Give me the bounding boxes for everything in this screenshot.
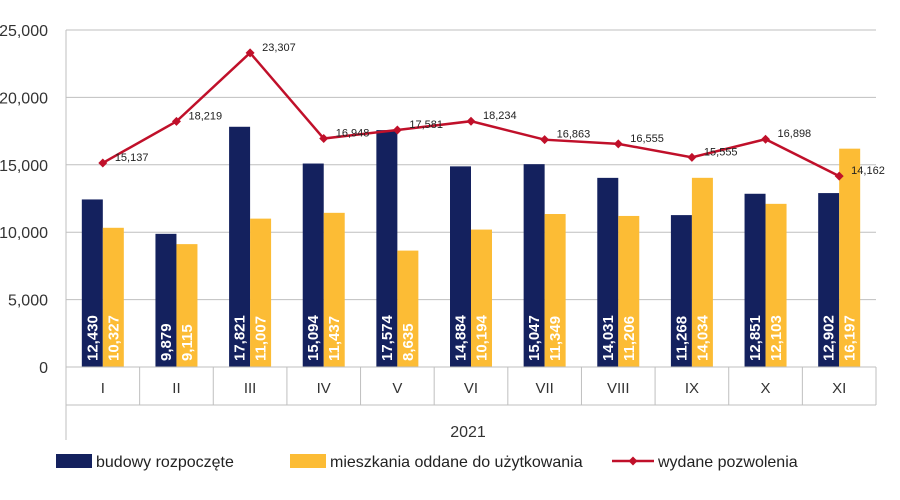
line-point [687,152,697,162]
bar [744,193,766,367]
bar [155,233,177,367]
bar-value-label: 15,094 [305,314,322,361]
bar [818,193,840,367]
line-value-label: 15,137 [115,152,149,164]
bar [839,148,861,367]
bar-value-label: 10,194 [474,314,491,361]
line-point [466,116,476,126]
legend-marker [628,456,638,466]
x-tick-label: I [101,380,105,397]
y-tick-label: 20,000 [0,90,48,107]
x-axis: I II III IV V VI VII VIII IX X XI [65,30,877,440]
legend-label: budowy rozpoczęte [96,454,234,471]
x-tick-label: V [392,380,402,397]
line-value-label: 17,581 [409,119,443,131]
legend-swatch [56,454,92,468]
line-value-label: 14,162 [851,165,885,177]
bar-value-label: 11,007 [253,316,270,361]
legend-label: mieszkania oddane do użytkowania [330,454,583,471]
x-tick-label: X [761,380,771,397]
bar [376,130,398,367]
permits-line: 15,137 18,219 23,307 16,948 17,581 18,234 16,8… [98,42,885,181]
bar-value-label: 11,268 [673,316,690,361]
x-tick-label: XI [832,380,846,397]
bar-value-label: 10,327 [105,315,122,361]
line-point [540,135,550,145]
line-value-label: 23,307 [262,42,296,54]
line-point [761,134,771,144]
bar-value-label: 11,349 [547,316,564,361]
line-point [319,134,329,144]
x-tick-label: VIII [607,380,630,397]
line-value-label: 16,555 [630,133,664,145]
bar-value-label: 9,115 [179,324,196,361]
bar-value-label: 11,206 [621,316,638,361]
line-value-label: 15,555 [704,146,738,158]
bar-value-label: 15,047 [526,315,543,361]
bar [81,199,103,367]
legend-swatch [290,454,326,468]
bar-value-label: 12,103 [768,315,785,361]
bar-value-label: 17,821 [232,315,249,361]
line-point [613,139,623,149]
bar-value-label: 8,635 [400,323,417,361]
y-tick-label: 5,000 [8,293,48,310]
legend-label: wydane pozwolenia [657,454,798,471]
line-value-label: 16,948 [336,128,370,140]
bar [302,163,324,367]
bar-value-label: 12,430 [84,315,101,361]
y-tick-label: 25,000 [0,23,48,40]
bar [544,214,566,367]
bar [523,164,545,367]
line-value-label: 18,234 [483,110,517,122]
bar-value-label: 12,851 [747,315,764,361]
bar [102,227,124,367]
bar [176,244,198,367]
line-point [245,48,255,58]
legend: budowy rozpoczęte mieszkania oddane do uż… [56,454,798,471]
bar [397,250,419,367]
bar-value-label: 14,034 [694,314,711,361]
bar [765,203,787,367]
bar [618,215,640,367]
bar-value-label: 16,197 [842,315,859,361]
y-axis: 0 5,000 10,000 15,000 20,000 25,000 [0,23,48,377]
y-tick-label: 15,000 [0,158,48,175]
x-group-label: 2021 [450,424,486,441]
y-tick-label: 0 [39,360,48,377]
line-point [171,116,181,126]
y-tick-label: 10,000 [0,225,48,242]
bars: 12,430 9,879 17,821 15,094 17,574 14,884 15,04… [81,126,861,367]
bar [250,218,272,367]
bar-value-label: 11,437 [326,316,343,361]
x-tick-label: II [172,380,180,397]
bar [229,126,251,367]
bar [471,229,492,367]
bar-value-label: 17,574 [379,314,396,361]
x-tick-label: VII [535,380,553,397]
bar [450,166,471,367]
bar [597,177,619,367]
bar-value-label: 12,902 [821,315,838,361]
bar [323,212,345,367]
bar-value-label: 14,031 [600,315,617,361]
x-tick-label: IV [317,380,331,397]
x-tick-label: VI [464,380,478,397]
x-tick-label: III [244,380,257,397]
line-value-label: 16,863 [557,129,591,141]
line-point [834,171,844,181]
bar [691,177,713,367]
line-value-label: 16,898 [778,128,812,140]
line-point [392,125,402,135]
line-point [98,158,108,168]
bar [670,215,692,367]
bar-value-label: 9,879 [158,323,175,361]
line-value-label: 18,219 [188,110,222,122]
bar-value-label: 14,884 [453,314,470,361]
x-tick-label: IX [685,380,699,397]
